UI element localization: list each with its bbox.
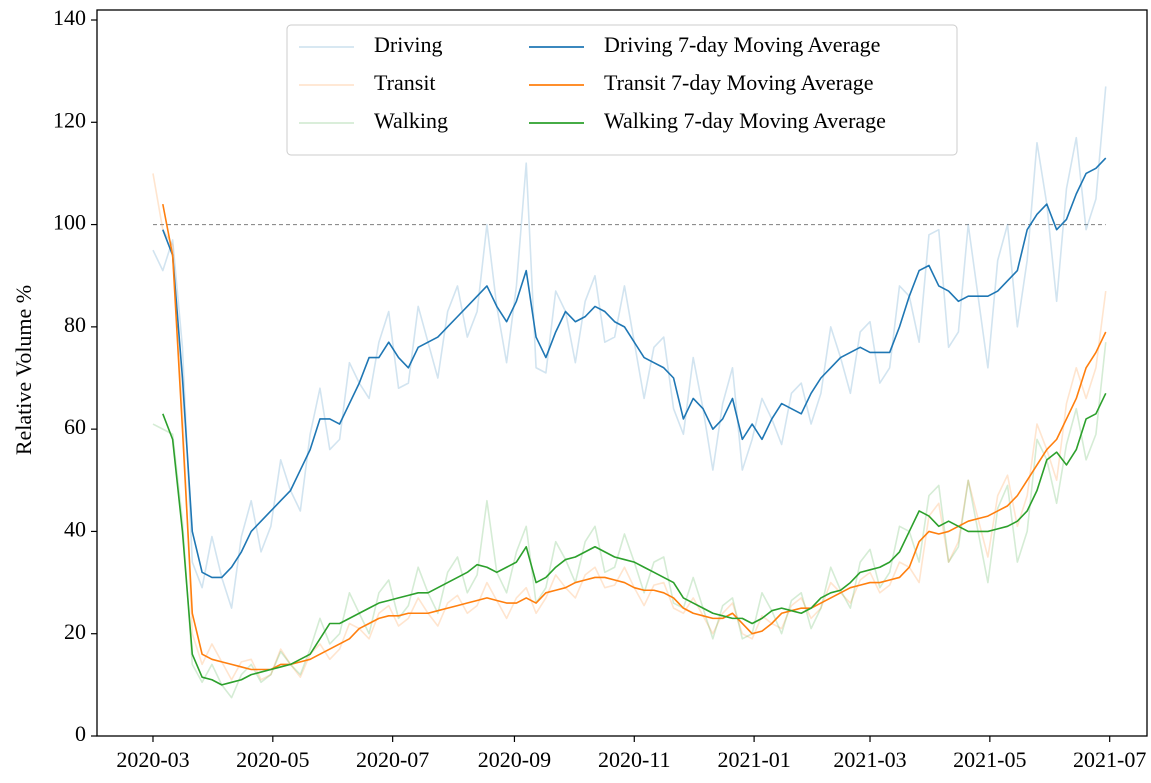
x-tick-label: 2020-03 [116, 747, 189, 772]
legend-label: Driving [374, 32, 442, 57]
series-line [162, 157, 1107, 579]
y-axis-label: Relative Volume % [11, 285, 36, 455]
y-tick-label: 140 [53, 5, 86, 30]
legend-label: Walking 7-day Moving Average [604, 108, 886, 133]
legend-box [286, 24, 958, 156]
y-tick-label: 20 [64, 619, 86, 644]
x-tick-label: 2021-03 [833, 747, 906, 772]
legend-label: Transit [374, 70, 436, 95]
y-tick-label: 100 [53, 210, 86, 235]
y-tick-label: 80 [64, 312, 86, 337]
series-line [152, 86, 1107, 609]
x-tick-label: 2020-05 [236, 747, 309, 772]
legend-label: Walking [374, 108, 448, 133]
y-tick-label: 120 [53, 107, 86, 132]
x-tick-label: 2020-07 [356, 747, 429, 772]
x-tick-label: 2020-09 [478, 747, 551, 772]
series-line [152, 342, 1107, 699]
series-line [162, 203, 1107, 671]
legend-label: Transit 7-day Moving Average [604, 70, 873, 95]
legend: Driving Transit Walking Driving 7-day Movin… [286, 24, 958, 156]
x-tick-label: 2021-01 [717, 747, 790, 772]
legend-label: Driving 7-day Moving Average [604, 32, 880, 57]
series-line [162, 392, 1107, 686]
x-tick-label: 2021-05 [953, 747, 1026, 772]
y-tick-label: 40 [64, 516, 86, 541]
series-line [152, 173, 1107, 681]
y-tick-label: 60 [64, 414, 86, 439]
y-tick-label: 0 [75, 721, 86, 746]
x-tick-label: 2021-07 [1073, 747, 1146, 772]
x-tick-label: 2020-11 [598, 747, 671, 772]
plot-frame [96, 9, 1148, 737]
